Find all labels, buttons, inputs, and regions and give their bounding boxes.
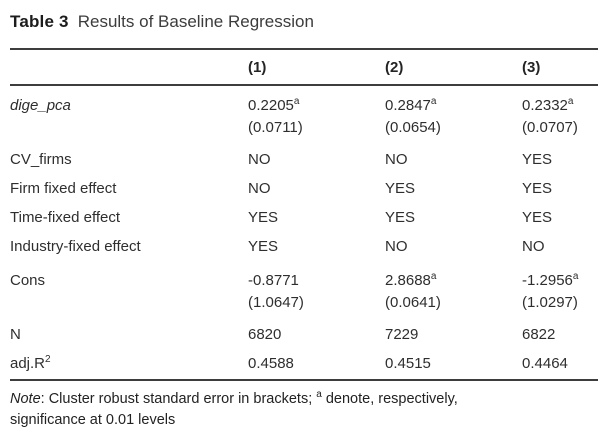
table-row-firm-fixed-effect: Firm fixed effect NO YES YES [10,174,598,203]
cell-c1: YES [248,238,279,255]
row-label: Industry-fixed effect [10,238,141,255]
cell-c2: 0.4515 [385,355,431,372]
cell-se: (0.0711) [248,119,303,136]
table-row-cv-firms: CV_firms NO NO YES [10,145,598,174]
table-row-adj-r2: adj.R2 0.4588 0.4515 0.4464 [10,349,598,379]
cell-c2: 7229 [385,326,419,343]
cell-se: (0.0641) [385,294,441,311]
cell-c3: YES [522,151,553,168]
row-label: CV_firms [10,151,72,168]
table-note: Note: Cluster robust standard error in b… [10,379,598,431]
cell-c2: NO [385,238,408,255]
cell-c2: NO [385,151,408,168]
sig-superscript: a [572,271,579,282]
sig-superscript: a [316,389,322,401]
cell-se: (0.0707) [522,119,578,136]
row-label: Firm fixed effect [10,180,117,197]
cell-c1: -0.8771 (1.0647) [248,270,385,320]
cell-c3: 0.4464 [522,355,568,372]
column-header-3: (3) [522,58,541,76]
table-header-row: (1) (2) (3) [10,48,598,86]
cell-c1: 0.4588 [248,355,294,372]
row-label: adj.R2 [10,354,51,373]
table-number: Table 3 [10,12,69,31]
sig-superscript: a [293,96,300,107]
column-header-2: (2) [385,58,404,76]
table-row-cons: Cons -0.8771 (1.0647) 2.8688a (0.0641) -… [10,261,598,320]
cell-c3: YES [522,209,553,226]
cell-c2: YES [385,180,416,197]
sig-superscript: a [567,96,574,107]
cell-se: (0.0654) [385,119,441,136]
note-line-1: Note: Cluster robust standard error in b… [10,389,458,407]
cell-c3: NO [522,238,545,255]
cell-c2: 0.2847a (0.0654) [385,95,522,145]
table-title-text: Results of Baseline Regression [77,12,314,31]
cell-c2: YES [385,209,416,226]
cell-se: (1.0647) [248,294,304,311]
note-line-2: significance at 0.01 levels [10,412,176,428]
row-label: Time-fixed effect [10,209,121,226]
cell-se: (1.0297) [522,294,578,311]
table-title: Table 3 Results of Baseline Regression [10,0,598,48]
table-row-dige-pca: dige_pca 0.2205a (0.0711) 0.2847a (0.065… [10,86,598,145]
cell-c1: 0.2205a (0.0711) [248,95,385,145]
column-header-1: (1) [248,58,267,76]
cell-c3: -1.2956a (1.0297) [522,270,598,320]
row-label: Cons [10,272,46,289]
cell-c1: NO [248,151,271,168]
sig-superscript: a [430,271,437,282]
table-row-time-fixed-effect: Time-fixed effect YES YES YES [10,203,598,232]
squared-superscript: 2 [45,354,51,365]
row-label: N [10,326,21,343]
cell-c3: 6822 [522,326,556,343]
cell-c3: 0.2332a (0.0707) [522,95,598,145]
table-row-n: N 6820 7229 6822 [10,320,598,349]
note-word: Note [10,391,41,407]
cell-c3: YES [522,180,553,197]
cell-c1: 6820 [248,326,282,343]
table-row-industry-fixed-effect: Industry-fixed effect YES NO NO [10,232,598,261]
row-label: dige_pca [10,97,71,114]
sig-superscript: a [430,96,437,107]
cell-c1: YES [248,209,279,226]
cell-c2: 2.8688a (0.0641) [385,270,522,320]
cell-c1: NO [248,180,271,197]
